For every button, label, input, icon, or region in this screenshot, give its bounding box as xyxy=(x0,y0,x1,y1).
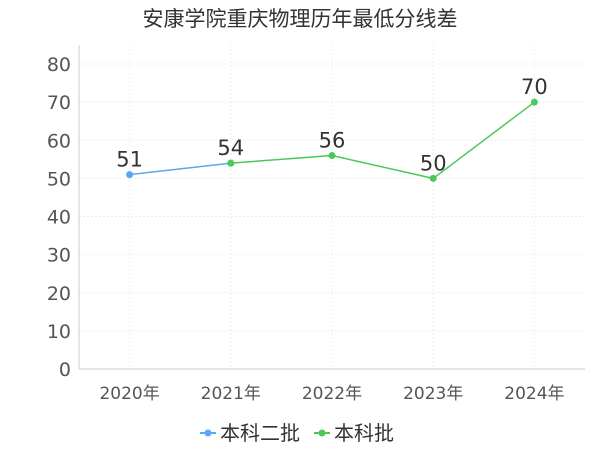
grid xyxy=(79,45,585,369)
y-tick-label: 0 xyxy=(59,359,71,381)
data-labels: 51 54 56 50 70 xyxy=(116,75,548,175)
series-line-1 xyxy=(230,101,535,180)
y-tick-label: 40 xyxy=(47,207,71,229)
legend-label: 本科批 xyxy=(334,421,394,445)
y-tick-label: 50 xyxy=(47,168,71,190)
data-point[interactable] xyxy=(530,98,538,106)
data-label: 56 xyxy=(319,129,346,153)
data-label: 54 xyxy=(217,136,244,160)
legend-dot-icon xyxy=(204,429,212,437)
data-point[interactable] xyxy=(126,171,134,179)
legend-dot-icon xyxy=(318,429,326,437)
data-point[interactable] xyxy=(429,174,437,182)
y-tick-label: 30 xyxy=(47,245,71,267)
x-tick-label: 2020年 xyxy=(99,384,159,404)
y-tick-label: 60 xyxy=(47,130,71,152)
data-label: 70 xyxy=(521,75,548,99)
x-tick-label: 2024年 xyxy=(504,384,564,404)
y-tick-label: 20 xyxy=(47,283,71,305)
data-point[interactable] xyxy=(328,152,336,160)
legend[interactable]: 本科二批 本科批 xyxy=(200,421,394,445)
series xyxy=(126,98,538,182)
legend-item-benke-pi[interactable]: 本科批 xyxy=(314,421,394,445)
series-line-0 xyxy=(129,162,231,176)
legend-label: 本科二批 xyxy=(220,421,300,445)
x-tick-label: 2022年 xyxy=(302,384,362,404)
y-tick-label: 70 xyxy=(47,92,71,114)
data-label: 51 xyxy=(116,148,143,172)
data-label: 50 xyxy=(420,151,447,175)
axes xyxy=(78,45,585,370)
data-point[interactable] xyxy=(227,159,235,167)
x-tick-labels: 2020年 2021年 2022年 2023年 2024年 xyxy=(99,384,564,404)
chart-title: 安康学院重庆物理历年最低分线差 xyxy=(143,7,458,31)
y-tick-labels: 0 10 20 30 40 50 60 70 80 xyxy=(47,54,71,381)
y-tick-label: 10 xyxy=(47,321,71,343)
x-tick-label: 2023年 xyxy=(403,384,463,404)
y-tick-label: 80 xyxy=(47,54,71,76)
x-tick-label: 2021年 xyxy=(201,384,261,404)
legend-item-benke-erpi[interactable]: 本科二批 xyxy=(200,421,300,445)
